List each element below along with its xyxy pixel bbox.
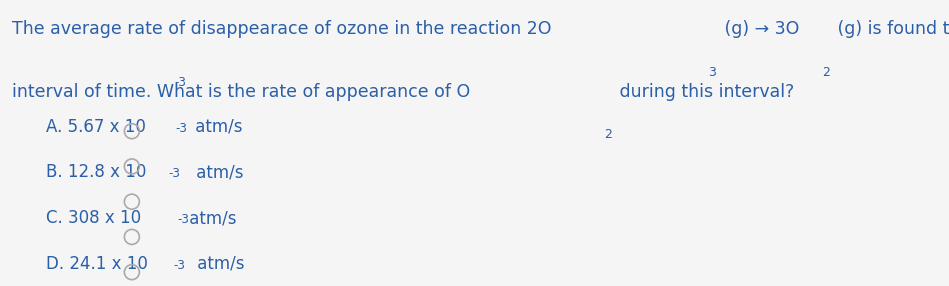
Text: 2: 2 bbox=[604, 128, 611, 142]
Text: -3: -3 bbox=[175, 122, 187, 135]
Text: -3: -3 bbox=[177, 213, 189, 226]
Text: The average rate of disappearace of ozone in the reaction 2O: The average rate of disappearace of ozon… bbox=[12, 20, 551, 38]
Text: interval of time. What is the rate of appearance of O: interval of time. What is the rate of ap… bbox=[12, 83, 471, 101]
Text: C. 308 x 10: C. 308 x 10 bbox=[46, 209, 140, 227]
Text: D. 24.1 x 10: D. 24.1 x 10 bbox=[46, 255, 147, 273]
Text: atm/s: atm/s bbox=[193, 255, 245, 273]
Text: atm/s: atm/s bbox=[184, 209, 236, 227]
Text: (g) → 3O: (g) → 3O bbox=[718, 20, 799, 38]
Text: atm/s: atm/s bbox=[191, 163, 243, 181]
Text: B. 12.8 x 10: B. 12.8 x 10 bbox=[46, 163, 146, 181]
Text: 2: 2 bbox=[823, 65, 830, 79]
Text: atm/s: atm/s bbox=[190, 118, 242, 136]
Text: A. 5.67 x 10: A. 5.67 x 10 bbox=[46, 118, 145, 136]
Text: (g) is found to be 8.51 x 10: (g) is found to be 8.51 x 10 bbox=[832, 20, 949, 38]
Text: 3: 3 bbox=[709, 65, 716, 79]
Text: -3: -3 bbox=[168, 168, 180, 180]
Text: during this interval?: during this interval? bbox=[614, 83, 794, 101]
Text: -3: -3 bbox=[175, 76, 186, 89]
Text: -3: -3 bbox=[174, 259, 186, 272]
